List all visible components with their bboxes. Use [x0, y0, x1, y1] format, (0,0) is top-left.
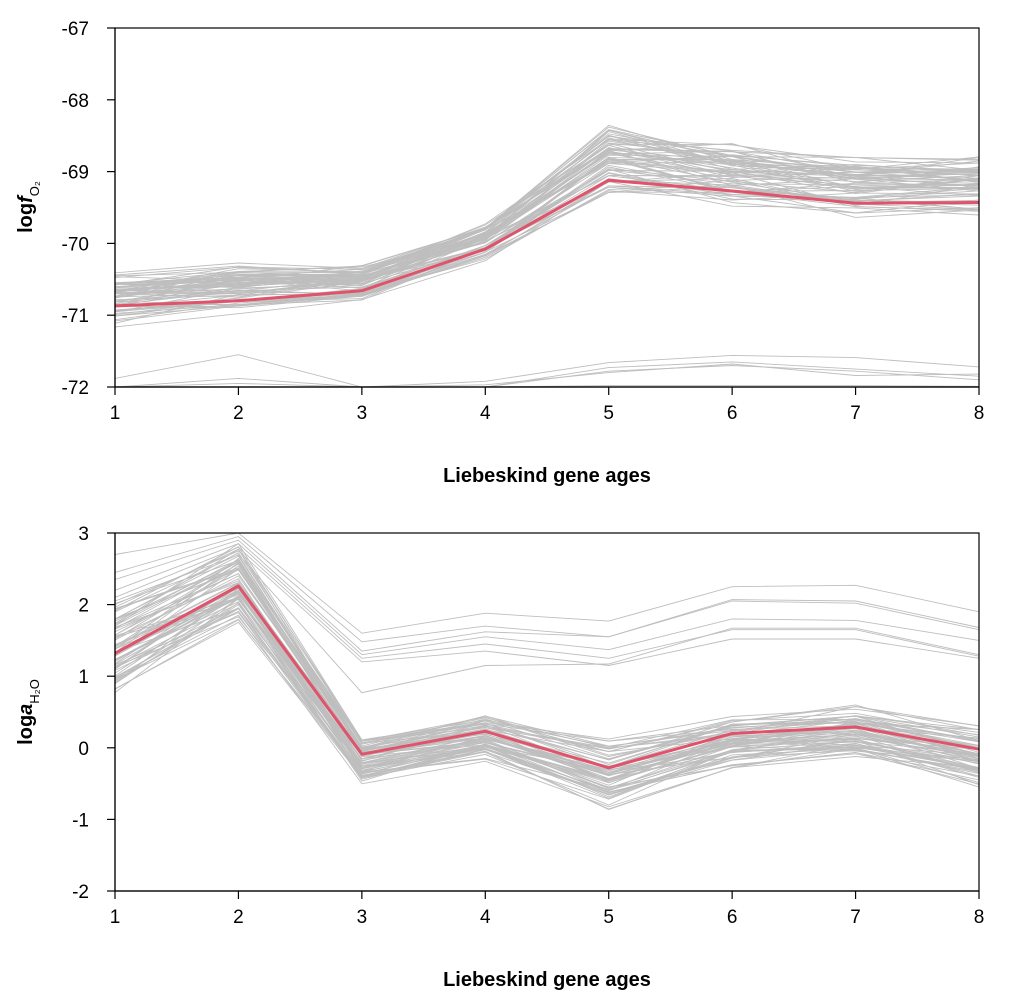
x-axis-title: Liebeskind gene ages [443, 969, 651, 991]
x-axis: 1 2 3 4 5 6 7 8 [110, 386, 985, 424]
panel-log-fo2: 1 2 3 4 5 6 7 8 -72 -71 -70 -69 -68 -67 Liebeskind g… [15, 19, 984, 487]
background-series-line [114, 543, 980, 656]
x-tick-label: 2 [233, 907, 244, 928]
x-tick-label: 6 [727, 403, 738, 424]
background-series-line [114, 143, 980, 294]
y-tick-label: 3 [78, 524, 89, 545]
y-tick-label: -67 [62, 19, 89, 40]
x-tick-label: 7 [850, 403, 861, 424]
y-axis-title-main: log [15, 203, 37, 233]
x-tick-label: 4 [480, 907, 491, 928]
background-series-line [114, 607, 980, 806]
background-series-line [114, 550, 980, 666]
background-series-line [114, 621, 980, 798]
y-tick-label: -68 [62, 91, 89, 112]
background-series-line [114, 190, 980, 306]
background-series-line [114, 161, 980, 290]
background-series-line [114, 603, 980, 788]
background-series-line [114, 618, 980, 810]
x-tick-label: 3 [357, 403, 368, 424]
x-tick-label: 5 [603, 403, 614, 424]
y-tick-label: 2 [78, 596, 89, 617]
background-series-line [114, 156, 980, 306]
y-axis-title-subscript: O₂ [27, 181, 42, 196]
background-series-line [114, 596, 980, 770]
background-series-line [114, 553, 980, 694]
background-series-line [114, 602, 980, 782]
highlight-series-line [114, 584, 980, 770]
x-tick-label: 7 [850, 907, 861, 928]
background-series-line [114, 361, 980, 388]
background-series-line [114, 587, 980, 777]
y-tick-label: -69 [62, 163, 89, 184]
background-series-line [114, 610, 980, 800]
x-tick-label: 8 [974, 403, 985, 424]
x-tick-label: 6 [727, 907, 738, 928]
y-axis: -72 -71 -70 -69 -68 -67 [62, 19, 116, 399]
x-tick-label: 5 [603, 907, 614, 928]
background-series-line [114, 601, 980, 799]
background-series-line [114, 548, 980, 751]
y-axis-title-italic: a [15, 704, 37, 715]
background-series-line [114, 592, 980, 789]
background-series-line [114, 157, 980, 298]
background-lines-group [114, 124, 980, 388]
panel-log-ah2o: 1 2 3 4 5 6 7 8 -2 -1 0 1 2 3 Liebeskind gene ages l… [15, 524, 984, 991]
y-axis-title: logaH₂O [15, 679, 42, 745]
y-axis-title-italic: f [15, 194, 37, 203]
y-tick-label: -1 [72, 810, 89, 831]
background-series-line [114, 546, 980, 752]
y-axis-title-main: log [15, 715, 37, 745]
background-series-line [114, 532, 980, 634]
background-series-line [114, 539, 980, 652]
background-lines-group [114, 532, 980, 810]
background-series-line [114, 546, 980, 659]
background-series-line [114, 554, 980, 761]
background-series-line [114, 597, 980, 779]
background-series-line [114, 172, 980, 321]
y-axis-title-subscript: H₂O [27, 679, 42, 704]
background-series-line [114, 151, 980, 292]
x-tick-label: 1 [110, 907, 121, 928]
background-series-line [114, 557, 980, 753]
background-series-line [114, 561, 980, 753]
background-series-line [114, 607, 980, 795]
background-series-line [114, 536, 980, 643]
x-tick-label: 3 [357, 907, 368, 928]
x-tick-label: 1 [110, 403, 121, 424]
background-series-line [114, 608, 980, 796]
background-series-line [114, 133, 980, 279]
background-series-line [114, 567, 980, 747]
x-tick-label: 4 [480, 403, 491, 424]
background-series-line [114, 157, 980, 313]
x-axis: 1 2 3 4 5 6 7 8 [110, 890, 985, 928]
x-tick-label: 2 [233, 403, 244, 424]
background-series-line [114, 181, 980, 328]
background-series-line [114, 137, 980, 285]
background-series-line [114, 129, 980, 286]
y-tick-label: 1 [78, 667, 89, 688]
y-tick-label: -71 [62, 306, 89, 327]
y-tick-label: 0 [78, 739, 89, 760]
y-tick-label: -70 [62, 234, 89, 255]
plot-frame [114, 532, 980, 892]
background-series-line [114, 555, 980, 756]
highlight-series-line [114, 178, 980, 308]
y-tick-label: -2 [72, 882, 89, 903]
x-tick-label: 8 [974, 907, 985, 928]
y-axis: -2 -1 0 1 2 3 [72, 524, 116, 903]
background-series-line [114, 354, 980, 388]
background-series-line [114, 147, 980, 297]
y-tick-label: -72 [62, 378, 89, 399]
background-series-line [114, 614, 980, 808]
x-axis-title: Liebeskind gene ages [443, 465, 651, 487]
y-axis-title: logfO₂ [15, 181, 42, 233]
background-series-line [114, 607, 980, 795]
